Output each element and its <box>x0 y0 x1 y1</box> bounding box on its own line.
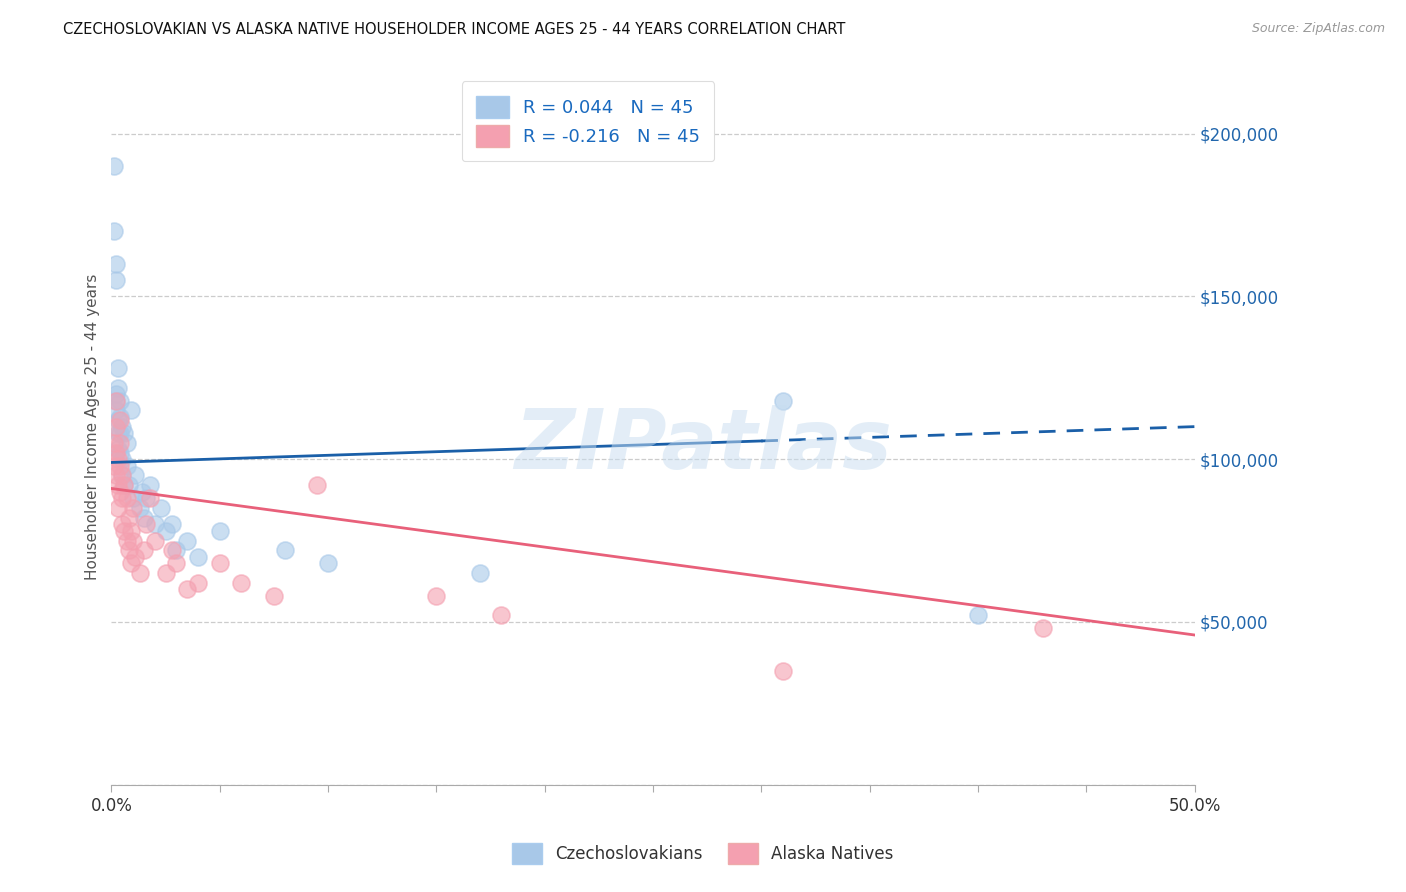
Legend: Czechoslovakians, Alaska Natives: Czechoslovakians, Alaska Natives <box>506 837 900 871</box>
Point <box>115 533 138 548</box>
Point <box>108 409 131 424</box>
Point <box>107 380 129 394</box>
Point <box>187 549 209 564</box>
Point <box>772 664 794 678</box>
Point <box>108 445 131 459</box>
Point <box>120 557 142 571</box>
Point <box>104 387 127 401</box>
Point <box>491 608 513 623</box>
Point <box>1032 622 1054 636</box>
Point <box>128 566 150 581</box>
Point <box>139 491 162 506</box>
Point <box>104 393 127 408</box>
Point <box>135 517 157 532</box>
Point <box>112 524 135 538</box>
Point <box>111 452 134 467</box>
Point <box>104 445 127 459</box>
Point <box>108 413 131 427</box>
Point <box>135 491 157 506</box>
Point <box>103 159 125 173</box>
Point <box>107 442 129 457</box>
Point <box>772 393 794 408</box>
Point <box>122 501 145 516</box>
Point <box>120 524 142 538</box>
Point <box>107 361 129 376</box>
Point <box>143 533 166 548</box>
Point <box>150 501 173 516</box>
Point <box>115 491 138 506</box>
Point <box>273 543 295 558</box>
Point <box>115 436 138 450</box>
Point <box>107 478 129 492</box>
Point <box>155 524 177 538</box>
Point <box>104 393 127 408</box>
Point <box>143 517 166 532</box>
Point <box>112 426 135 441</box>
Point <box>139 478 162 492</box>
Point <box>967 608 990 623</box>
Point <box>108 426 131 441</box>
Point <box>122 491 145 506</box>
Point <box>108 436 131 450</box>
Point <box>108 458 131 473</box>
Point <box>208 557 231 571</box>
Point <box>124 468 146 483</box>
Point <box>107 413 129 427</box>
Point <box>103 224 125 238</box>
Point <box>112 478 135 492</box>
Point <box>111 468 134 483</box>
Point <box>165 543 187 558</box>
Point <box>176 533 198 548</box>
Point <box>165 557 187 571</box>
Point <box>120 403 142 417</box>
Y-axis label: Householder Income Ages 25 - 44 years: Householder Income Ages 25 - 44 years <box>86 274 100 580</box>
Point <box>111 419 134 434</box>
Point <box>111 517 134 532</box>
Point <box>104 419 127 434</box>
Point <box>108 393 131 408</box>
Point <box>425 589 447 603</box>
Point <box>176 582 198 597</box>
Point <box>263 589 285 603</box>
Point <box>155 566 177 581</box>
Text: Source: ZipAtlas.com: Source: ZipAtlas.com <box>1251 22 1385 36</box>
Point <box>104 403 127 417</box>
Point <box>104 468 127 483</box>
Point <box>132 543 155 558</box>
Point <box>160 543 183 558</box>
Point <box>307 478 329 492</box>
Point <box>132 510 155 524</box>
Point <box>107 452 129 467</box>
Point <box>187 575 209 590</box>
Point <box>128 501 150 516</box>
Point <box>112 478 135 492</box>
Point <box>108 484 131 499</box>
Point <box>107 426 129 441</box>
Point <box>103 436 125 450</box>
Point <box>118 510 141 524</box>
Point <box>124 549 146 564</box>
Point <box>104 257 127 271</box>
Point <box>111 491 134 506</box>
Point <box>208 524 231 538</box>
Point <box>122 533 145 548</box>
Text: ZIPatlas: ZIPatlas <box>515 406 891 486</box>
Point <box>103 458 125 473</box>
Point <box>118 478 141 492</box>
Point <box>131 484 153 499</box>
Text: CZECHOSLOVAKIAN VS ALASKA NATIVE HOUSEHOLDER INCOME AGES 25 - 44 YEARS CORRELATI: CZECHOSLOVAKIAN VS ALASKA NATIVE HOUSEHO… <box>63 22 845 37</box>
Point <box>160 517 183 532</box>
Point <box>107 501 129 516</box>
Point <box>118 543 141 558</box>
Legend: R = 0.044   N = 45, R = -0.216   N = 45: R = 0.044 N = 45, R = -0.216 N = 45 <box>461 81 714 161</box>
Point <box>115 458 138 473</box>
Point <box>111 468 134 483</box>
Point <box>231 575 253 590</box>
Point <box>468 566 491 581</box>
Point <box>316 557 339 571</box>
Point <box>104 273 127 287</box>
